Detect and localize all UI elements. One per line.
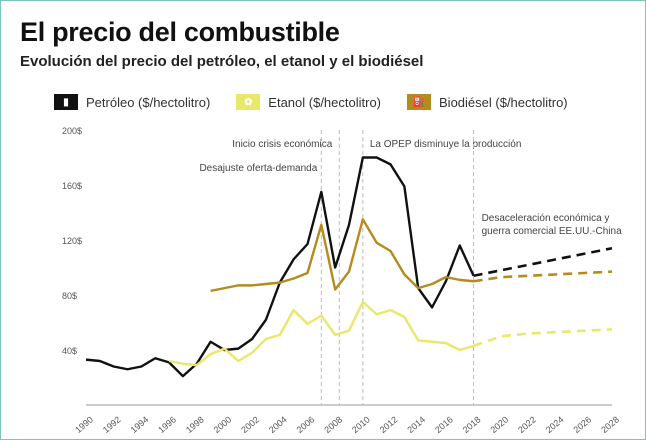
legend-item-biodiesel: ⛽ Biodiésel ($/hectolitro): [407, 94, 568, 110]
y-tick-label: 40$: [62, 346, 77, 356]
legend-label-petroleo: Petróleo ($/hectolitro): [86, 94, 211, 110]
legend-item-petroleo: ▮ Petróleo ($/hectolitro): [54, 94, 210, 110]
series-line-petr-leo-hectolitro: [85, 156, 475, 378]
legend-item-etanol: ✿ Etanol ($/hectolitro): [236, 94, 381, 110]
annotation-label: La OPEP disminuye la producción: [370, 139, 522, 150]
x-tick-label: 2012: [378, 414, 400, 435]
annotation-label: Desaceleración económica y: [482, 213, 610, 224]
x-tick-label: 2004: [267, 414, 289, 435]
x-tick-label: 2000: [212, 414, 234, 435]
x-tick-label: 1990: [73, 414, 95, 435]
legend: ▮ Petróleo ($/hectolitro) ✿ Etanol ($/he…: [54, 94, 594, 110]
series-line-biodi-sel-hectolitro: [210, 218, 474, 293]
ethanol-icon: ✿: [236, 94, 261, 110]
x-tick-label: 2020: [488, 414, 510, 435]
x-tick-label: 2010: [350, 414, 372, 435]
y-tick-label: 200$: [62, 126, 82, 136]
x-tick-label: 2028: [599, 414, 621, 435]
legend-label-biodiesel: Biodiésel ($/hectolitro): [439, 94, 568, 110]
annotation-label: Desajuste oferta-demanda: [199, 163, 317, 174]
legend-label-etanol: Etanol ($/hectolitro): [268, 94, 382, 110]
x-tick-label: 2002: [239, 414, 261, 435]
series-line-biodi-sel-hectolitro-forecast: [473, 270, 613, 283]
oil-barrel-icon: ▮: [54, 94, 78, 110]
x-tick-label: 1996: [156, 414, 178, 435]
chart-subtitle: Evolución del precio del petróleo, el et…: [20, 53, 424, 70]
x-tick-label: 2014: [405, 414, 427, 435]
series-line-etanol-hectolitro: [168, 300, 474, 367]
y-tick-label: 80$: [62, 291, 77, 301]
x-tick-label: 2016: [433, 414, 455, 435]
x-tick-label: 2018: [461, 414, 483, 435]
x-tick-label: 1994: [129, 414, 151, 435]
series-line-petr-leo-hectolitro-forecast: [473, 246, 613, 278]
fuel-pump-icon: ⛽: [407, 94, 432, 110]
chart-title: El precio del combustible: [20, 17, 340, 47]
series-line-etanol-hectolitro-forecast: [473, 328, 613, 348]
x-tick-label: 2022: [516, 414, 538, 435]
x-tick-label: 1998: [184, 414, 206, 435]
y-tick-label: 120$: [62, 236, 82, 246]
annotation-label: Inicio crisis económica: [232, 139, 332, 150]
y-tick-label: 160$: [62, 181, 82, 191]
x-tick-label: 2026: [572, 414, 594, 435]
x-tick-label: 2024: [544, 414, 566, 435]
annotation-label: guerra comercial EE.UU.-China: [482, 226, 622, 237]
x-tick-label: 2006: [295, 414, 317, 435]
x-tick-label: 1992: [101, 414, 123, 435]
x-tick-label: 2008: [322, 414, 344, 435]
